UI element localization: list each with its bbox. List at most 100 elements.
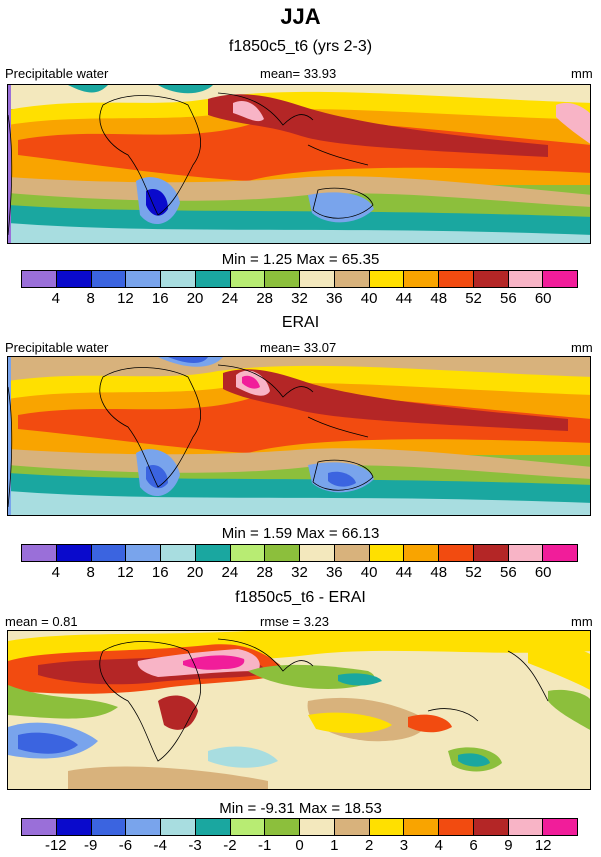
colorbar-swatch — [56, 271, 92, 287]
colorbar-swatch — [22, 545, 57, 561]
panel1-colorbar-ticks: 4 8 12 16 20 24 28 32 36 40 44 48 52 56 … — [21, 290, 578, 308]
colorbar-tick: -6 — [118, 837, 133, 854]
panel2-map — [7, 356, 591, 516]
colorbar-swatch — [369, 545, 405, 561]
colorbar-tick: 28 — [256, 564, 274, 581]
colorbar-swatch — [508, 271, 544, 287]
panel3-colorbar — [21, 818, 578, 836]
colorbar-tick: -4 — [153, 837, 167, 854]
colorbar-swatch — [265, 545, 300, 561]
colorbar-swatch — [473, 819, 509, 835]
panel2-colorbar — [21, 544, 578, 562]
colorbar-swatch — [404, 819, 439, 835]
panel1-title: f1850c5_t6 (yrs 2-3) — [228, 38, 373, 55]
panel3-title: f1850c5_t6 - ERAI — [235, 589, 366, 606]
panel2-colorbar-ticks: 4 8 12 16 20 24 28 32 36 40 44 48 52 56 … — [21, 564, 578, 582]
colorbar-tick: 40 — [360, 564, 378, 581]
colorbar-tick: 12 — [117, 290, 134, 307]
panel3-minmax: Min = -9.31 Max = 18.53 — [219, 800, 382, 817]
colorbar-tick: 20 — [186, 564, 204, 581]
colorbar-swatch — [508, 545, 544, 561]
colorbar-swatch — [161, 545, 196, 561]
colorbar-swatch — [334, 271, 370, 287]
colorbar-tick: 2 — [364, 837, 374, 854]
colorbar-swatch — [265, 819, 300, 835]
colorbar-tick: -9 — [83, 837, 98, 854]
colorbar-swatch — [334, 819, 370, 835]
colorbar-tick: 12 — [534, 837, 552, 854]
colorbar-tick: 24 — [221, 290, 239, 307]
colorbar-swatch — [265, 271, 300, 287]
colorbar-swatch — [369, 271, 405, 287]
colorbar-swatch — [369, 819, 405, 835]
colorbar-tick: 32 — [291, 564, 308, 581]
colorbar-swatch — [230, 271, 266, 287]
colorbar-swatch — [404, 545, 439, 561]
panel2-units-label: mm — [571, 340, 593, 355]
colorbar-swatch — [404, 271, 439, 287]
panel2-title: ERAI — [281, 314, 320, 331]
colorbar-tick: 9 — [504, 837, 513, 854]
colorbar-swatch — [439, 819, 474, 835]
colorbar-tick: 44 — [395, 564, 413, 581]
colorbar-tick: 1 — [330, 837, 339, 854]
colorbar-swatch — [91, 545, 127, 561]
colorbar-tick: 60 — [534, 290, 552, 307]
panel3-colorbar-ticks: -12 -9 -6 -4 -3 -2 -1 0 1 2 3 4 6 9 12 — [21, 837, 578, 855]
panel1-variable-label: Precipitable water — [5, 66, 109, 81]
colorbar-tick: 4 — [434, 837, 443, 854]
colorbar-swatch — [300, 545, 335, 561]
panel2-minmax: Min = 1.59 Max = 66.13 — [221, 525, 380, 542]
colorbar-tick: -12 — [44, 837, 67, 854]
colorbar-swatch — [126, 545, 161, 561]
colorbar-tick: 8 — [86, 564, 95, 581]
colorbar-tick: 36 — [325, 290, 343, 307]
colorbar-swatch — [22, 271, 57, 287]
colorbar-tick: 20 — [186, 290, 204, 307]
panel1-mean-label: mean= 33.93 — [260, 66, 337, 81]
colorbar-swatch — [195, 545, 231, 561]
colorbar-tick: 8 — [86, 290, 95, 307]
panel3-units-label: mm — [571, 614, 593, 629]
colorbar-swatch — [543, 271, 577, 287]
colorbar-swatch — [161, 819, 196, 835]
colorbar-swatch — [161, 271, 196, 287]
colorbar-swatch — [439, 271, 474, 287]
colorbar-tick: 24 — [221, 564, 239, 581]
colorbar-swatch — [473, 271, 509, 287]
colorbar-tick: 0 — [295, 837, 304, 854]
colorbar-swatch — [334, 545, 370, 561]
colorbar-swatch — [439, 545, 474, 561]
colorbar-tick: 56 — [500, 564, 517, 581]
colorbar-swatch — [56, 545, 92, 561]
panel3-rmse-label: rmse = 3.23 — [260, 614, 330, 629]
colorbar-swatch — [300, 271, 335, 287]
colorbar-tick: 52 — [465, 290, 482, 307]
colorbar-swatch — [230, 545, 266, 561]
panel2-variable-label: Precipitable water — [5, 340, 109, 355]
colorbar-tick: 4 — [51, 290, 60, 307]
colorbar-swatch — [473, 545, 509, 561]
colorbar-swatch — [543, 545, 577, 561]
colorbar-tick: -3 — [188, 837, 202, 854]
panel1-minmax: Min = 1.25 Max = 65.35 — [221, 251, 380, 268]
figure-title: JJA — [280, 4, 321, 29]
colorbar-tick: 16 — [151, 290, 169, 307]
colorbar-swatch — [230, 819, 266, 835]
colorbar-swatch — [508, 819, 544, 835]
panel3-map — [7, 630, 591, 790]
panel3-mean-label: mean = 0.81 — [5, 614, 78, 629]
colorbar-tick: 40 — [360, 290, 378, 307]
panel1-map — [7, 84, 591, 244]
colorbar-tick: 48 — [430, 290, 448, 307]
colorbar-tick: -2 — [223, 837, 237, 854]
colorbar-tick: 3 — [399, 837, 409, 854]
colorbar-swatch — [91, 819, 127, 835]
colorbar-tick: 32 — [291, 290, 308, 307]
colorbar-tick: 52 — [465, 564, 482, 581]
colorbar-tick: 6 — [469, 837, 478, 854]
colorbar-tick: 44 — [395, 290, 413, 307]
panel1-colorbar — [21, 270, 578, 288]
panel2-mean-label: mean= 33.07 — [260, 340, 337, 355]
colorbar-swatch — [126, 819, 161, 835]
